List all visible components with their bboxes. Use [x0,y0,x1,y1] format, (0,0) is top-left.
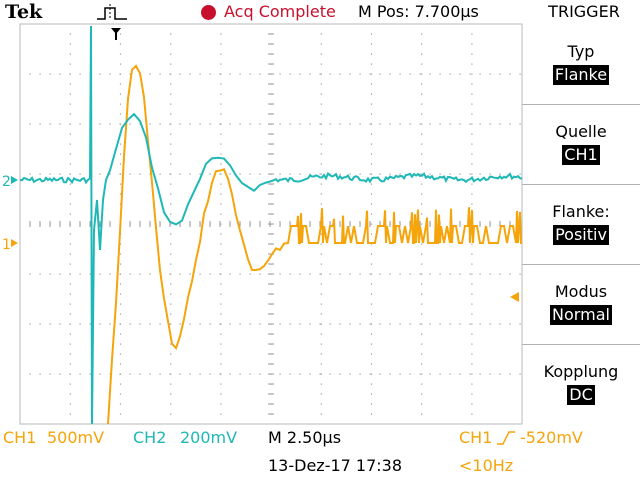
trigger-position-marker [111,28,121,40]
horizontal-position: M Pos: 7.700µs [358,2,479,21]
acquisition-status-icon [201,5,216,20]
menu-item-label: Quelle [555,122,607,141]
menu-item-kopplung[interactable]: Kopplung DC [522,344,640,424]
ch1-label: CH1 [3,428,37,447]
ch2-ground-marker: 2 [2,174,18,190]
graticule-grid [29,33,521,415]
ch2-marker-label: 2 [2,174,11,190]
menu-item-value: CH1 [562,145,600,165]
acquisition-status: Acq Complete [224,2,336,21]
ch2-label: CH2 [133,428,167,447]
menu-item-label: Typ [567,42,595,61]
ch1-scale: 500mV [47,428,105,447]
timebase: M 2.50µs [268,428,342,447]
trigger-frequency: <10Hz [459,456,514,475]
trigger-level-marker [510,292,519,302]
brand-logo: Tek [5,1,43,23]
ch1-waveform [107,64,522,425]
header-bar: Tek Acq Complete M Pos: 7.700µs TRIGGER [0,0,640,24]
ch2-waveform [19,25,523,425]
ch1-marker-label: 1 [2,237,11,253]
menu-title: TRIGGER [548,2,620,21]
date-time: 13-Dez-17 17:38 [268,456,403,475]
menu-item-value: DC [567,385,595,405]
trigger-menu: Typ Flanke Quelle CH1 Flanke: Positiv Mo… [522,24,640,424]
ch1-ground-marker: 1 [2,237,18,253]
menu-item-label: Kopplung [543,362,619,381]
rising-edge-icon [497,431,515,445]
pulse-edge-icon [97,4,127,20]
menu-item-flanke[interactable]: Flanke: Positiv [522,184,640,265]
menu-item-value: Flanke [552,65,610,85]
menu-item-label: Modus [554,282,608,301]
menu-item-quelle[interactable]: Quelle CH1 [522,104,640,185]
ch2-scale: 200mV [180,428,238,447]
menu-item-value: Normal [550,305,612,325]
menu-item-label: Flanke: [552,202,610,221]
menu-item-typ[interactable]: Typ Flanke [522,24,640,105]
graticule-border [19,23,523,425]
menu-item-modus[interactable]: Modus Normal [522,264,640,345]
trigger-source: CH1 [459,428,493,447]
trigger-level: -520mV [520,428,583,447]
menu-item-value: Positiv [553,225,609,245]
